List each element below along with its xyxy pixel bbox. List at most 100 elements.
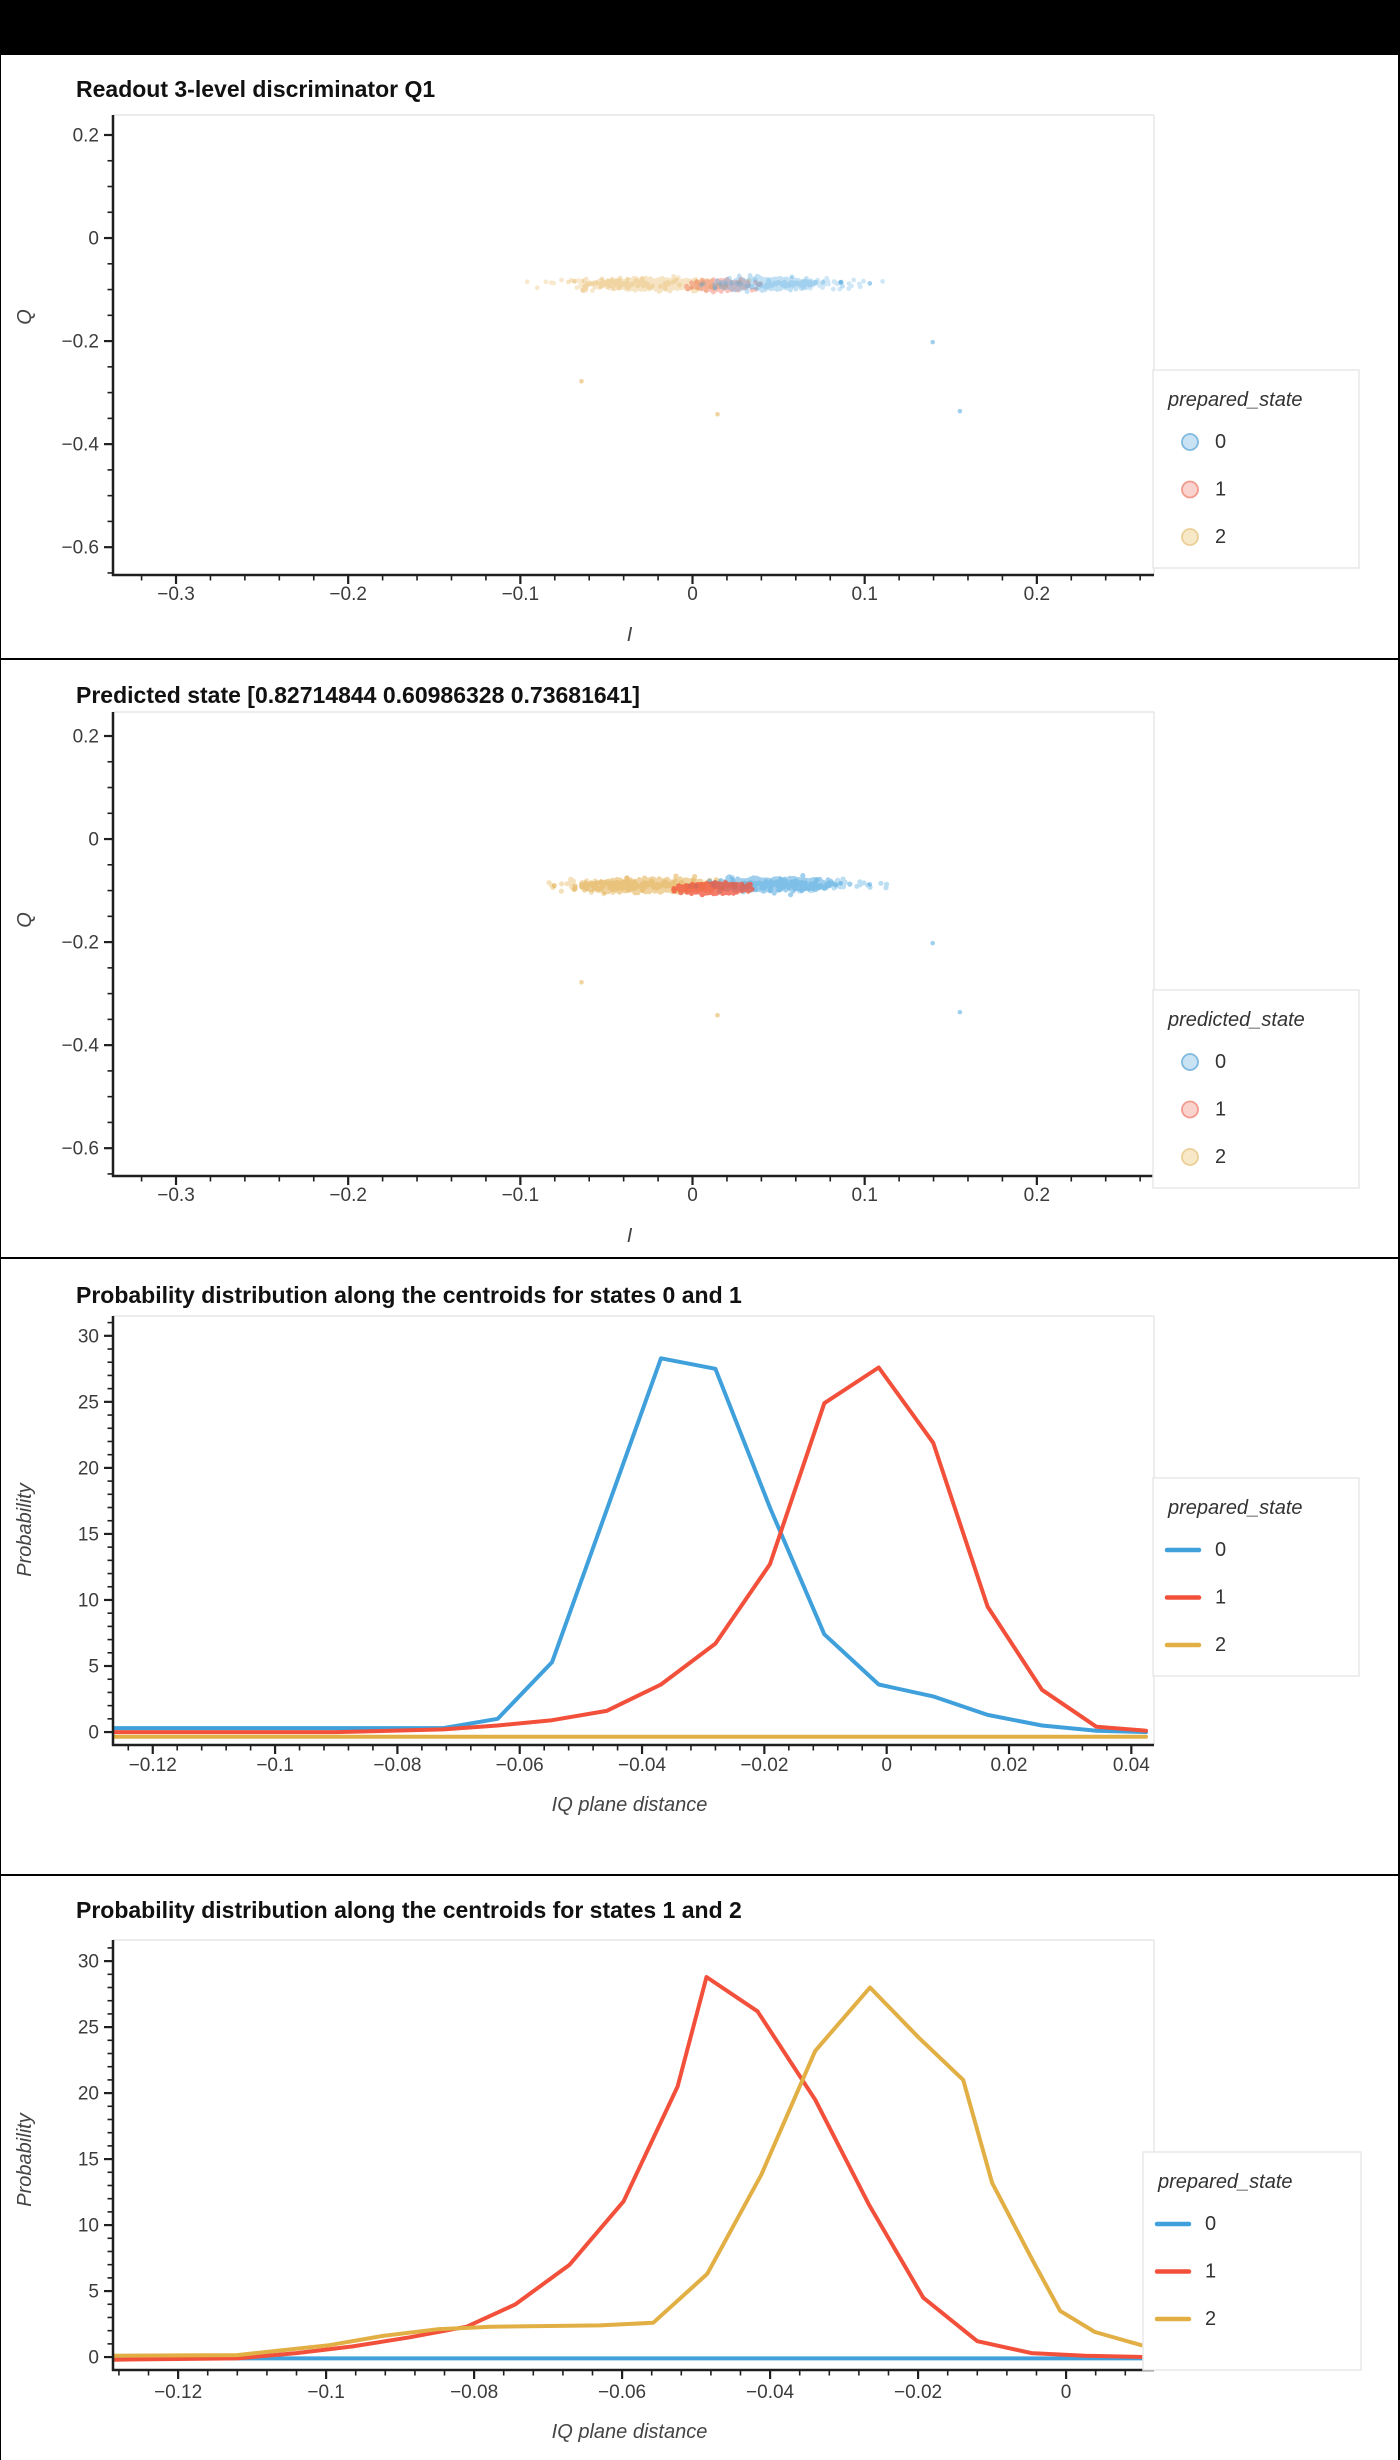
y-tick-label: 0: [88, 1723, 99, 1744]
scatter-chart-prepared-state: −0.3 −0.2 −0.1 0 0.1 0.2 0.2 0 −0.2 −0.4 −0.6 I Qpre…: [14, 114, 1360, 646]
x-tick-label: −0.2: [329, 584, 367, 605]
stray-point-state-0: [930, 339, 935, 345]
scatter-cluster-state-0: [698, 273, 845, 294]
y-tick-label: 20: [78, 2084, 99, 2105]
x-tick-label: −0.2: [329, 1185, 367, 1206]
legend-marker-circle-icon: [1181, 1100, 1199, 1119]
x-tick-label: −0.04: [618, 1755, 667, 1776]
y-tick-label: −0.6: [61, 1139, 99, 1160]
legend-box: [1142, 2151, 1362, 2371]
y-tick-label: 5: [88, 2282, 99, 2303]
x-tick-label: −0.12: [154, 2382, 202, 2403]
legend-item-1[interactable]: 1: [1154, 2261, 1216, 2283]
legend-item-1[interactable]: 1: [1181, 479, 1226, 501]
x-tick-label: 0.2: [1024, 1185, 1050, 1206]
legend-marker-circle-icon: [1181, 528, 1199, 546]
scatter-cluster-state-2: [524, 275, 714, 294]
x-tick-label: 0.02: [991, 1755, 1028, 1776]
x-axis-title: IQ plane distance: [552, 1794, 708, 1816]
series-line-state-1: [113, 1975, 1148, 2362]
y-tick-label: 0.2: [73, 727, 99, 748]
x-tick-label: −0.02: [894, 2382, 942, 2403]
x-tick-label: −0.1: [307, 2382, 345, 2403]
y-tick-label: 25: [78, 2018, 99, 2039]
x-tick-label: 0: [687, 1185, 698, 1206]
stray-point-state-0: [930, 940, 935, 946]
x-tick-label: −0.3: [157, 1185, 195, 1206]
y-tick-label: 10: [78, 1590, 99, 1611]
x-axis-title: I: [627, 624, 633, 646]
y-tick-label: 0: [88, 2348, 99, 2369]
x-tick-label: 0.2: [1024, 584, 1050, 605]
plot-area: [113, 1356, 1148, 1739]
legend-item-2[interactable]: 2: [1164, 1634, 1226, 1656]
y-tick-label: 0: [88, 830, 99, 851]
legend-item-label: 2: [1205, 2308, 1216, 2330]
x-tick-label: −0.06: [598, 2382, 646, 2403]
legend-item-2[interactable]: 2: [1154, 2308, 1216, 2330]
figure-panel-readout-discriminator: Readout 3-level discriminator Q1 −0.3 −0.…: [1, 55, 1398, 658]
legend-item-0[interactable]: 0: [1181, 431, 1226, 453]
legend-item-label: 2: [1215, 526, 1226, 548]
y-tick-label: 25: [78, 1392, 99, 1413]
chart-title: Probability distribution along the centr…: [76, 1897, 742, 1923]
legend-item-label: 1: [1215, 1587, 1226, 1609]
x-tick-label: −0.1: [502, 1185, 540, 1206]
legend-item-label: 0: [1215, 1539, 1226, 1561]
x-tick-label: −0.08: [373, 1755, 421, 1776]
stray-point-state-0: [957, 1009, 963, 1015]
x-tick-label: 0: [881, 1755, 892, 1776]
legend-item-label: 0: [1205, 2213, 1216, 2235]
scatter-cluster-state-2: [546, 875, 747, 897]
legend-item-0[interactable]: 0: [1164, 1539, 1226, 1561]
legend-title: predicted_state: [1167, 1009, 1305, 1031]
legend-item-label: 2: [1215, 1146, 1226, 1168]
y-tick-label: −0.2: [61, 933, 99, 954]
series-line-state-0: [113, 1356, 1148, 1735]
stray-point-state-2: [579, 378, 584, 384]
legend-item-2[interactable]: 2: [1181, 1146, 1226, 1168]
y-tick-label: 30: [78, 1952, 99, 1973]
y-tick-label: −0.6: [61, 538, 99, 559]
y-tick-label: 0: [88, 229, 99, 250]
x-tick-label: −0.1: [256, 1755, 294, 1776]
x-tick-label: −0.06: [496, 1755, 544, 1776]
plot-area: [546, 873, 963, 1018]
y-tick-label: 0.2: [73, 125, 99, 146]
x-axis-title: IQ plane distance: [552, 2421, 708, 2443]
chart-title: Predicted state [0.82714844 0.60986328 0…: [76, 682, 640, 708]
line-chart-distribution-0-1: −0.12 −0.1 −0.08 −0.06 −0.04 −0.02 0 0.02 0.04 0 5…: [14, 1315, 1360, 1816]
x-tick-label: 0.1: [851, 1185, 877, 1206]
legend-item-label: 2: [1215, 1634, 1226, 1656]
legend-item-1[interactable]: 1: [1181, 1099, 1226, 1121]
scatter-cluster-state-0: [687, 874, 890, 894]
y-axis-title: Probability: [14, 1482, 36, 1576]
legend-item-label: 1: [1215, 1099, 1226, 1121]
legend-item-1[interactable]: 1: [1164, 1587, 1226, 1609]
legend-item-label: 1: [1205, 2261, 1216, 2283]
legend-item-0[interactable]: 0: [1154, 2213, 1216, 2235]
y-tick-label: 5: [88, 1657, 99, 1678]
y-tick-label: −0.4: [61, 435, 99, 456]
x-axis-title: I: [627, 1225, 633, 1247]
x-tick-label: −0.04: [746, 2382, 795, 2403]
figure-panel-distribution-states-0-1: Probability distribution along the centr…: [1, 1259, 1398, 1874]
legend-item-2[interactable]: 2: [1181, 526, 1226, 548]
legend-item-0[interactable]: 0: [1181, 1051, 1226, 1073]
stray-point-state-0: [867, 882, 873, 887]
stray-point-state-2: [579, 979, 584, 985]
y-axis-title: Q: [14, 912, 36, 928]
x-tick-label: −0.1: [502, 584, 540, 605]
legend-marker-circle-icon: [1181, 433, 1199, 451]
x-tick-label: 0.04: [1113, 1755, 1150, 1776]
stray-point-state-0: [957, 408, 963, 414]
scatter-chart-predicted-state: −0.3 −0.2 −0.1 0 0.1 0.2 0.2 0 −0.2 −0.4 −0.6 I Qpre…: [14, 711, 1360, 1247]
stray-point-state-2: [715, 1012, 720, 1018]
y-axis-title: Q: [14, 309, 36, 325]
legend-item-label: 1: [1215, 479, 1226, 501]
y-axis-title: Probability: [14, 2112, 36, 2206]
line-chart-distribution-1-2: −0.12 −0.1 −0.08 −0.06 −0.04 −0.02 00510152025…: [14, 1939, 1362, 2443]
scatter-cluster-state-1: [671, 880, 755, 898]
scatter-cluster-state-1: [684, 276, 763, 295]
